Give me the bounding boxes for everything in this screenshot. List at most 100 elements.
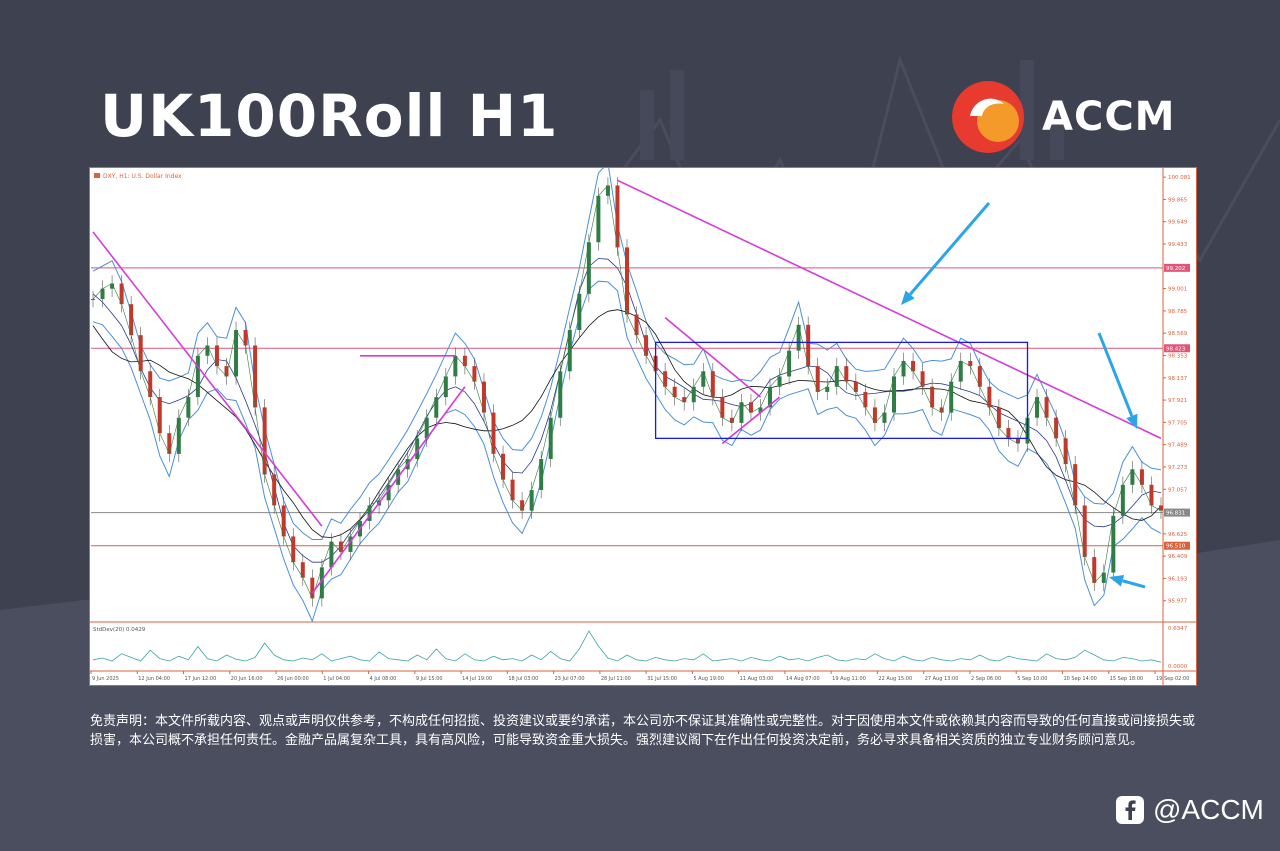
x-tick-label: 5 Aug 19:00 (693, 676, 724, 682)
candle-body (1149, 484, 1154, 506)
candle-body (577, 293, 582, 330)
candle-body (968, 360, 973, 367)
x-tick-label: 14 Aug 07:00 (786, 676, 820, 682)
candle-body (195, 355, 200, 398)
candle-body (224, 366, 229, 377)
y-tick-label: 96.193 (1168, 576, 1188, 582)
candle-body (443, 376, 448, 398)
candle-body (920, 371, 925, 387)
candle-body (710, 371, 715, 398)
price-level-tag (1164, 541, 1190, 550)
candle-body (481, 381, 486, 413)
candle-body (1120, 484, 1125, 516)
candle-body (1139, 469, 1144, 485)
price-level-label: 96.831 (1166, 511, 1185, 517)
candle-body (644, 335, 649, 356)
y-tick-label: 97.921 (1168, 398, 1187, 404)
candle-body (491, 412, 496, 454)
candle-body (462, 355, 467, 367)
candle-body (625, 247, 629, 315)
candle-body (272, 474, 277, 506)
candle-body (586, 242, 591, 294)
indicator-series-line (92, 630, 1162, 663)
chart-title: DXY, H1: U.S. Dollar Index (103, 173, 182, 180)
arrow-shaft (909, 202, 991, 296)
x-tick-label: 19 Sep 02:00 (1156, 676, 1189, 682)
indicator-label: StdDev(20) 0.0429 (93, 627, 146, 633)
candle-body (100, 288, 105, 300)
candle-body (787, 350, 792, 377)
annotation-arrow-2 (1097, 332, 1138, 429)
x-tick-label: 20 Jun 16:00 (231, 676, 263, 682)
candle-body (806, 324, 811, 367)
candle-body (243, 329, 248, 346)
trendline-down-2 (664, 316, 762, 398)
candle-body (796, 324, 801, 351)
candle-body (1130, 469, 1135, 485)
y-tick-label: 99.433 (1168, 242, 1188, 248)
candle-body (558, 371, 563, 418)
trendline-up-1 (311, 386, 466, 594)
trendline-down-main (617, 179, 1162, 440)
y-tick-label: 97.057 (1168, 487, 1188, 493)
candle-body (1015, 438, 1020, 444)
candle-body (844, 366, 849, 382)
candle-body (262, 407, 267, 475)
candle-body (415, 438, 420, 460)
candle-body (1073, 464, 1078, 506)
candle-body (777, 376, 782, 387)
candle-body (977, 366, 982, 387)
x-tick-label: 14 Jul 19:00 (462, 676, 492, 682)
candle-body (291, 536, 296, 563)
candle-body (853, 381, 858, 392)
y-tick-label: 97.273 (1168, 465, 1188, 471)
annotation-arrow-1 (901, 202, 991, 305)
candle-body (939, 407, 944, 413)
indicator-tick-label: 0.0000 (1168, 664, 1188, 670)
arrow-head (1126, 413, 1138, 429)
candle-body (91, 299, 95, 301)
y-tick-label: 99.001 (1168, 287, 1187, 293)
candle-body (596, 195, 601, 243)
accm-logo-icon (952, 81, 1024, 153)
y-tick-label: 96.409 (1168, 554, 1188, 560)
y-tick-label: 98.353 (1168, 353, 1188, 359)
price-level-label: 99.202 (1166, 266, 1185, 272)
candle-body (1092, 557, 1097, 583)
candle-body (634, 314, 639, 336)
x-tick-label: 11 Aug 03:00 (740, 676, 774, 682)
indicator-tick-label: 0.6347 (1168, 626, 1188, 632)
x-tick-label: 28 Jul 11:00 (601, 676, 631, 682)
y-tick-label: 95.977 (1168, 599, 1188, 605)
x-tick-label: 12 Jun 04:00 (138, 676, 170, 682)
candle-body (1006, 428, 1011, 439)
candle-body (1082, 505, 1087, 558)
candle-body (434, 397, 439, 418)
social-handle[interactable]: @ACCM (1115, 792, 1264, 828)
candle-body (682, 397, 687, 403)
candle-body (453, 355, 458, 377)
candle-body (605, 185, 610, 196)
candle-body (1111, 515, 1116, 573)
price-level-label: 96.510 (1166, 544, 1186, 550)
candle-body (529, 489, 534, 511)
candle-body (138, 335, 143, 372)
facebook-icon (1116, 796, 1144, 824)
candle-body (386, 484, 391, 501)
candle-body (1101, 572, 1106, 583)
price-level-tag (1164, 263, 1190, 272)
x-tick-label: 10 Sep 14:00 (1063, 676, 1096, 682)
candle-body (424, 417, 429, 439)
candle-body (520, 500, 525, 511)
arrow-shaft (1097, 332, 1134, 417)
candle-body (510, 479, 515, 501)
candle-body (253, 345, 258, 408)
candle-body (863, 391, 868, 408)
price-series-line (92, 184, 1162, 600)
price-chart: DXY, H1: U.S. Dollar Index 100.081 99.865 9… (89, 167, 1197, 686)
trendline-up-2 (721, 396, 781, 445)
candle-body (672, 386, 677, 398)
candle-body (1035, 397, 1040, 418)
handle-text: @ACCM (1153, 794, 1264, 825)
candle-body (615, 185, 620, 248)
